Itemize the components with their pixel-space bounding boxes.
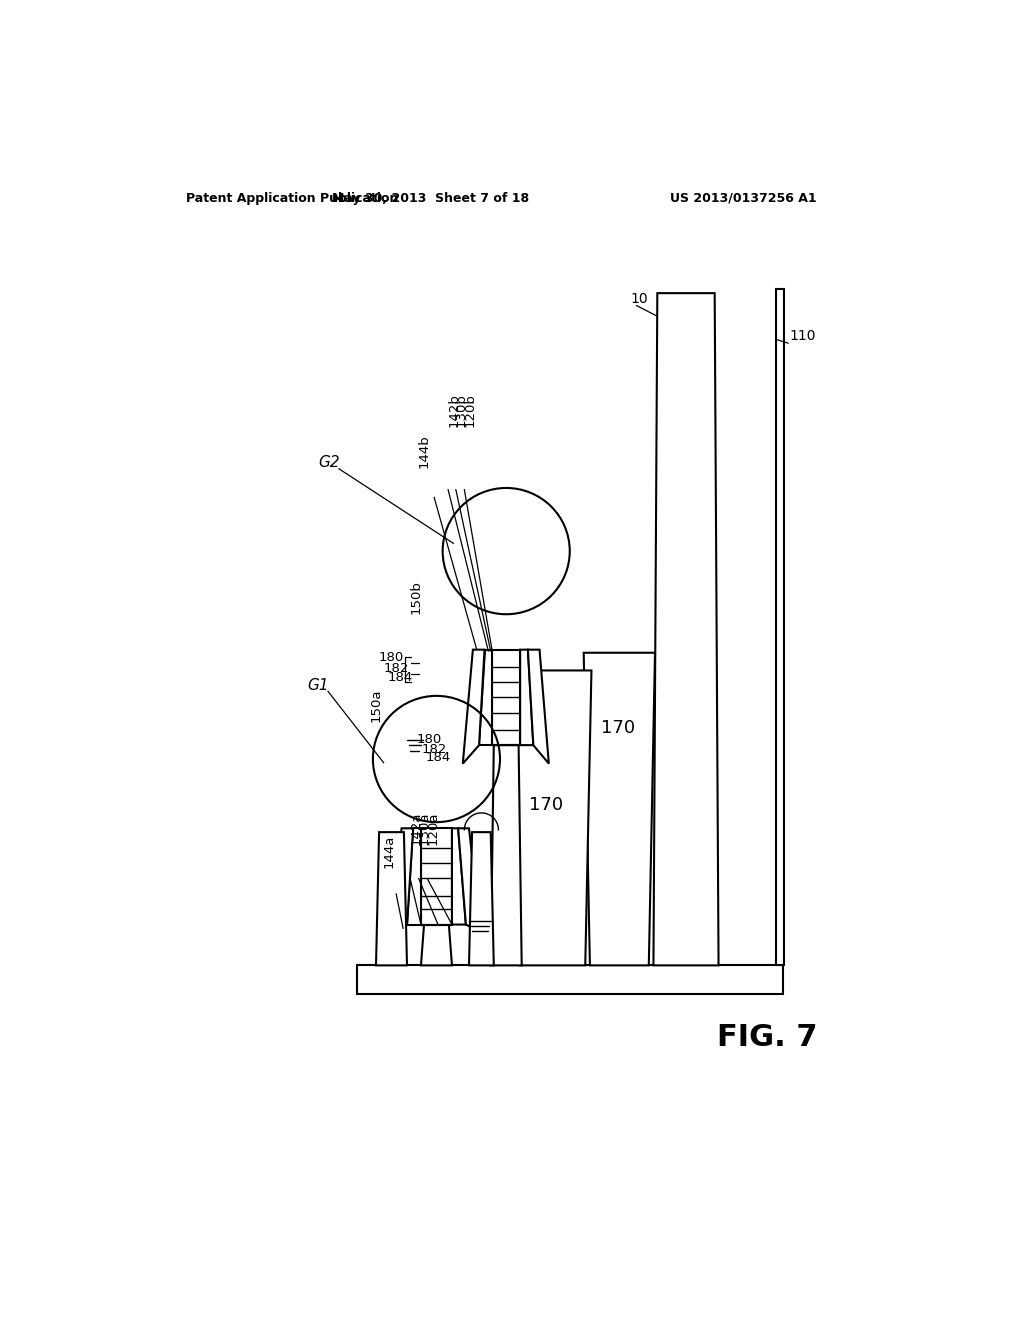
Text: 144a: 144a: [382, 834, 395, 869]
Text: 110: 110: [790, 329, 815, 342]
Text: 182: 182: [383, 661, 409, 675]
Polygon shape: [376, 832, 407, 965]
Polygon shape: [421, 924, 452, 965]
Text: 142a: 142a: [410, 812, 422, 845]
Text: 10: 10: [630, 292, 648, 306]
Polygon shape: [520, 649, 534, 744]
Text: 120b: 120b: [464, 393, 476, 428]
Polygon shape: [479, 649, 493, 744]
Text: 142b: 142b: [447, 393, 461, 428]
Polygon shape: [490, 744, 521, 965]
Polygon shape: [458, 829, 480, 932]
Text: 120a: 120a: [426, 812, 439, 845]
Text: 182: 182: [421, 743, 446, 756]
Polygon shape: [776, 289, 784, 965]
Text: 184: 184: [388, 671, 414, 684]
Text: 180: 180: [379, 651, 403, 664]
Text: G1: G1: [307, 678, 329, 693]
Polygon shape: [407, 829, 421, 924]
Text: Patent Application Publication: Patent Application Publication: [186, 191, 398, 205]
Polygon shape: [513, 671, 592, 965]
Polygon shape: [356, 965, 783, 994]
Polygon shape: [493, 649, 520, 744]
Polygon shape: [584, 653, 655, 965]
Polygon shape: [421, 829, 452, 924]
Text: 150b: 150b: [410, 581, 423, 614]
Text: 170: 170: [529, 796, 563, 814]
Text: 130b: 130b: [455, 393, 468, 428]
Polygon shape: [469, 832, 494, 965]
Text: FIG. 7: FIG. 7: [717, 1023, 817, 1052]
Text: US 2013/0137256 A1: US 2013/0137256 A1: [671, 191, 817, 205]
Polygon shape: [452, 829, 466, 924]
Text: G2: G2: [318, 455, 340, 470]
Text: May 30, 2013  Sheet 7 of 18: May 30, 2013 Sheet 7 of 18: [332, 191, 528, 205]
Polygon shape: [463, 649, 484, 763]
Text: 144b: 144b: [417, 434, 430, 467]
Polygon shape: [391, 829, 414, 932]
Text: 130a: 130a: [418, 812, 431, 845]
Text: 150a: 150a: [370, 688, 382, 722]
Text: 180: 180: [417, 733, 442, 746]
Text: 170: 170: [601, 719, 635, 737]
Polygon shape: [653, 293, 719, 965]
Text: 184: 184: [425, 751, 451, 764]
Polygon shape: [528, 649, 549, 763]
